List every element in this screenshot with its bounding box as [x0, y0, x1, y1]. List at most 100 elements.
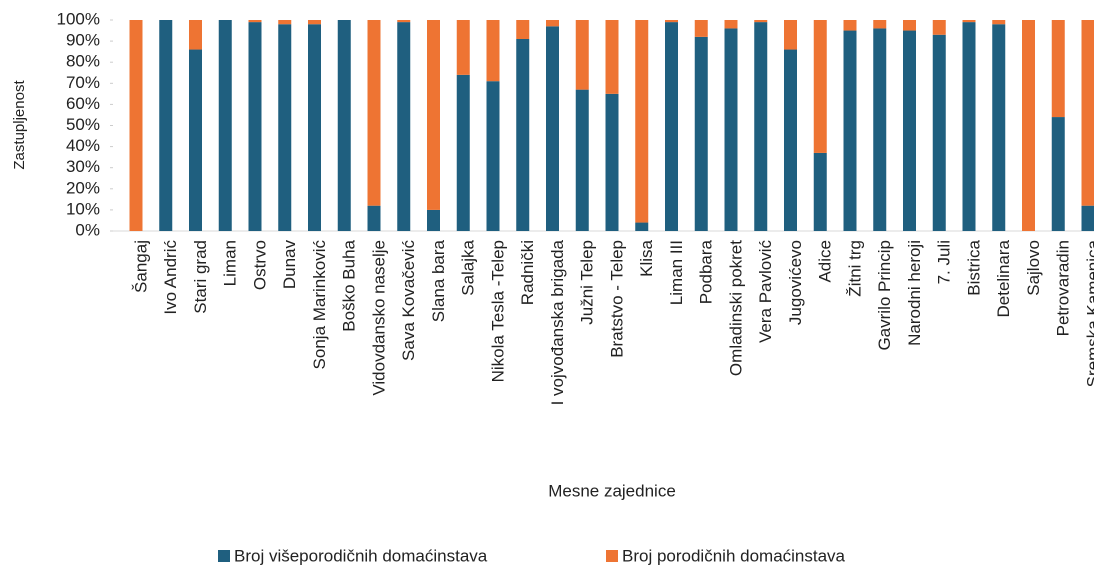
y-tick-label: 0% [75, 220, 100, 239]
bar-segment [635, 222, 649, 231]
y-tick-label: 70% [66, 73, 100, 92]
bar-segment [1051, 20, 1065, 118]
bar-segment [754, 22, 768, 231]
bar-segment [575, 20, 589, 90]
bar-segment [546, 20, 559, 27]
x-tick-label: Šangaj [131, 240, 150, 293]
y-tick-label: 80% [66, 52, 100, 71]
bar-segment [635, 20, 649, 223]
bar-segment [1051, 117, 1065, 231]
bar-segment [367, 205, 381, 231]
bar-segment [159, 20, 173, 231]
bar-segment [546, 26, 559, 231]
bar-segment [843, 30, 857, 231]
bar-segment [337, 20, 351, 231]
legend-swatch [218, 550, 230, 562]
x-tick-label: Bratstvo - Telep [607, 240, 626, 358]
x-tick-label: Nikola Tesla -Telep [488, 240, 507, 382]
x-tick-label: Boško Buha [340, 239, 359, 331]
bar-segment [813, 152, 827, 231]
bar-segment [427, 209, 440, 231]
legend-swatch [606, 550, 618, 562]
x-tick-label: Liman III [667, 240, 686, 305]
x-tick-label: Petrovaradin [1054, 240, 1073, 336]
y-axis-title: Zastupljenost [11, 80, 28, 170]
x-tick-label: Vera Pavlović [756, 240, 775, 343]
x-tick-label: Žitni trg [845, 240, 864, 297]
x-axis-title: Mesne zajednice [548, 481, 676, 500]
bar-segment [932, 34, 946, 231]
bar-segment [248, 22, 262, 231]
x-tick-label: Južni Telep [578, 240, 597, 325]
x-tick-label: Stari grad [191, 240, 210, 314]
bar-segment [456, 74, 470, 231]
bar-segment [605, 20, 619, 94]
y-tick-label: 90% [66, 31, 100, 50]
x-tick-label: Radnički [518, 240, 537, 305]
bar-segment [1022, 20, 1035, 231]
bar-segment [724, 28, 738, 231]
bar-segment [665, 22, 678, 231]
x-tick-label: Narodni heroji [905, 240, 924, 346]
bar-segment [694, 36, 708, 231]
bar-segment [724, 20, 738, 29]
x-tick-label: I vojvođanska brigada [548, 239, 567, 405]
x-tick-label: 7. Juli [935, 240, 954, 284]
bar-segment [367, 20, 381, 206]
bar-segment [278, 20, 292, 25]
bar-segment [218, 20, 232, 231]
bar-segment [962, 22, 976, 231]
x-tick-label: Sajlovo [1024, 240, 1043, 296]
bar-segment [397, 20, 411, 23]
bar-segment [129, 20, 143, 231]
bar-segment [873, 28, 887, 231]
bar-segment [516, 20, 530, 39]
bar-segment [784, 49, 797, 231]
x-tick-label: Jugovićevo [786, 240, 805, 325]
bar-segment [189, 49, 202, 231]
bar-segment [784, 20, 797, 50]
bar-segment [189, 20, 202, 50]
bar-segment [903, 20, 916, 31]
x-tick-label: Salajka [459, 239, 478, 295]
bar-segment [932, 20, 946, 35]
bar-segment [694, 20, 708, 37]
bar-segment [308, 24, 321, 231]
x-tick-label: Sremska Kamenica [1083, 239, 1094, 387]
x-tick-label: Liman [221, 240, 240, 286]
x-tick-label: Ostrvo [250, 240, 269, 290]
x-tick-label: Gavrilo Princip [875, 240, 894, 351]
bar-segment [278, 24, 292, 231]
bar-segment [873, 20, 887, 29]
bar-segment [992, 20, 1006, 25]
y-tick-label: 40% [66, 136, 100, 155]
bar-segment [962, 20, 976, 23]
bar-segment [308, 20, 321, 25]
bar-segment [903, 30, 916, 231]
bar-segment [843, 20, 857, 31]
x-tick-label: Omladinski pokret [726, 240, 745, 376]
bar-segment [248, 20, 262, 23]
legend-label: Broj porodičnih domaćinstava [622, 546, 846, 565]
x-tick-label: Adice [816, 240, 835, 283]
y-tick-label: 100% [57, 9, 100, 28]
bar-segment [427, 20, 440, 210]
bar-segment [486, 81, 500, 231]
bar-segment [992, 24, 1006, 231]
x-tick-label: Sava Kovačević [399, 240, 418, 361]
x-tick-label: Vidovdansko naselje [369, 240, 388, 396]
bar-segment [486, 20, 500, 82]
bar-segment [575, 89, 589, 231]
x-tick-label: Bistrica [964, 239, 983, 295]
x-tick-label: Ivo Andrić [161, 240, 180, 315]
x-tick-label: Dunav [280, 240, 299, 290]
bar-segment [665, 20, 678, 23]
y-tick-label: 10% [66, 199, 100, 218]
y-tick-label: 50% [66, 115, 100, 134]
bar-segment [605, 93, 619, 231]
bar-segment [397, 22, 411, 231]
bar-segment [754, 20, 768, 23]
y-tick-label: 20% [66, 178, 100, 197]
x-tick-label: Podbara [697, 239, 716, 304]
